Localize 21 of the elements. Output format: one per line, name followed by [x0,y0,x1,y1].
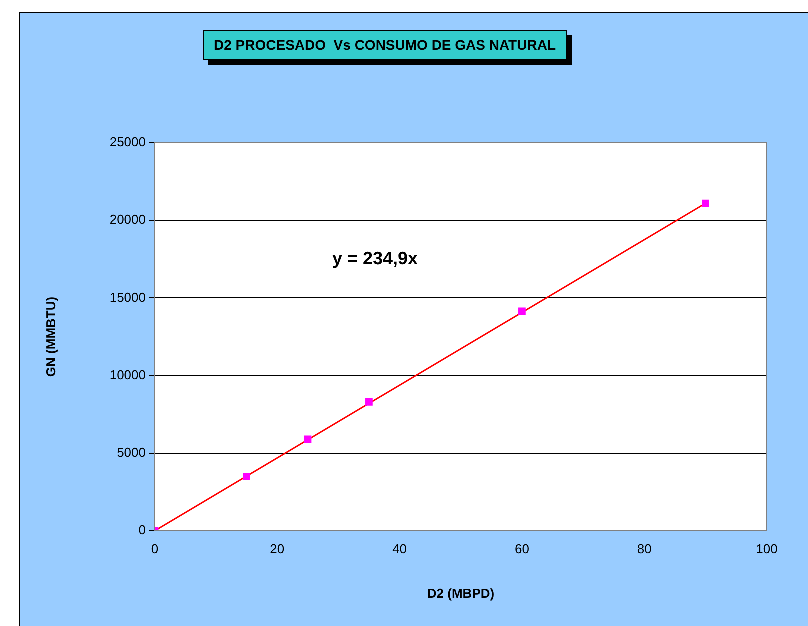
y-tick-label: 0 [138,522,146,538]
point [243,473,250,480]
point [366,398,373,406]
point [304,436,312,444]
x-tick-label: 80 [637,541,652,556]
point [702,200,710,208]
x-tick-label: 40 [392,541,408,556]
x-tick-label: 0 [151,541,159,556]
y-axis-title: GN (MMBTU) [43,296,58,378]
x-tick-label: 100 [756,541,778,556]
point [518,308,526,316]
x-tick-label: 20 [270,541,285,556]
chart-title: D2 PROCESADO Vs CONSUMO DE GAS NATURAL [203,30,567,60]
y-tick-label: 15000 [110,290,146,305]
y-tick-label: 25000 [110,134,146,150]
annotation: y = 234,9x [332,248,418,268]
x-axis-title: D2 (MBPD) [427,586,495,601]
y-tick-label: 5000 [117,444,146,460]
y-tick-label: 20000 [110,212,146,228]
y-tick-label: 10000 [110,367,146,382]
x-tick-label: 60 [514,541,530,556]
